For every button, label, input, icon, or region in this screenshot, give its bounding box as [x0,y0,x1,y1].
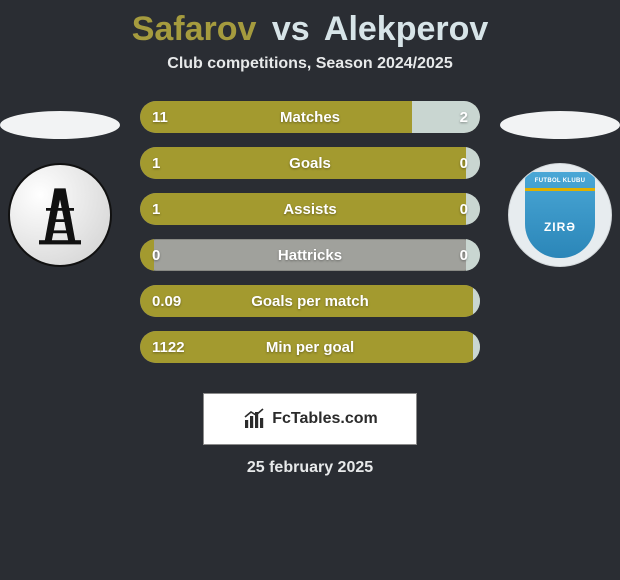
player1-side [0,101,120,381]
stat-bar-right-segment [412,101,480,133]
stat-bar: Min per goal1122 [140,331,480,363]
player2-side: FUTBOL KLUBU ZIRƏ [500,101,620,381]
source-brand: FcTables.com [203,393,417,445]
player1-name: Safarov [132,10,257,48]
stat-bar: Goals10 [140,147,480,179]
zira-badge: FUTBOL KLUBU ZIRƏ [525,172,595,258]
player1-club-crest [8,163,112,267]
brand-text: FcTables.com [272,410,378,428]
vs-label: vs [272,10,310,48]
report-date: 25 february 2025 [0,459,620,477]
badge-top-text: FUTBOL KLUBU [535,178,585,184]
comparison-stage: FUTBOL KLUBU ZIRƏ Matches112 Goals10 Assis… [0,101,620,381]
oil-derrick-icon [25,180,95,250]
player2-name: Alekperov [324,10,488,48]
stat-bar-right-segment [466,193,480,225]
stat-bar: Hattricks00 [140,239,480,271]
stat-bar-left-segment [140,239,154,271]
player2-photo-placeholder [500,111,620,139]
stat-bar-left-segment [140,285,473,317]
stat-bar-left-segment [140,147,466,179]
season-subtitle: Club competitions, Season 2024/2025 [0,55,620,101]
player2-club-crest: FUTBOL KLUBU ZIRƏ [508,163,612,267]
stat-bars: Matches112 Goals10 Assists10 Hattricks00 Goa… [140,101,480,363]
stat-bar-right-segment [473,331,480,363]
stat-bar-right-segment [466,239,480,271]
stat-label: Hattricks [140,239,480,271]
stat-bar: Assists10 [140,193,480,225]
stat-bar-right-segment [466,147,480,179]
stat-bar: Goals per match0.09 [140,285,480,317]
chart-icon [242,407,266,431]
stat-bar-right-segment [473,285,480,317]
badge-main-text: ZIRƏ [544,220,576,234]
stat-bar-left-segment [140,101,412,133]
player1-photo-placeholder [0,111,120,139]
stat-bar-left-segment [140,193,466,225]
stat-bar: Matches112 [140,101,480,133]
stat-bar-left-segment [140,331,473,363]
comparison-title: Safarov vs Alekperov [0,0,620,55]
